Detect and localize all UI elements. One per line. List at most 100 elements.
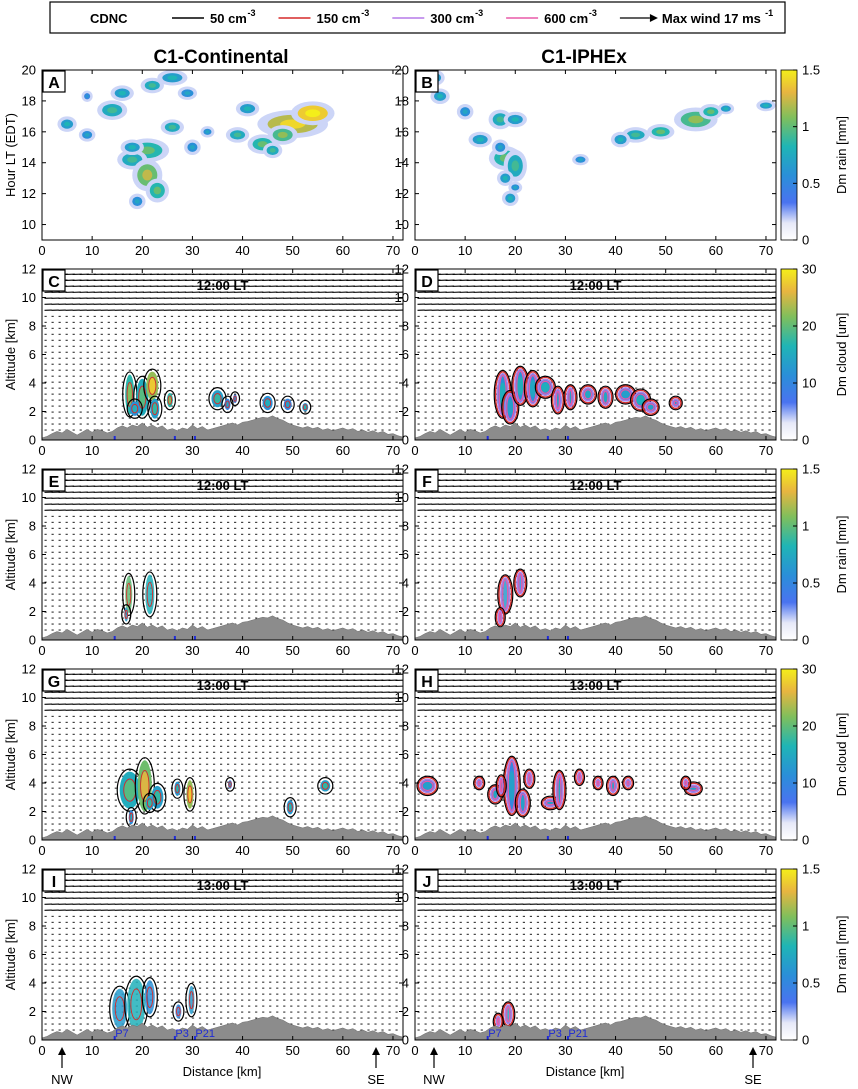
precip-cell-core [127, 156, 138, 163]
x-tick-label: 60 [336, 443, 350, 458]
contour-50 [121, 604, 132, 625]
contour-50 [578, 384, 598, 405]
contour-600 [583, 389, 593, 400]
precip-cell-core [437, 93, 444, 99]
wind-vectors [44, 273, 403, 431]
cloud-cell-core [584, 390, 592, 399]
precip-cell-core [496, 116, 504, 123]
cloud-cell-core [264, 399, 271, 407]
precip-cell-core [233, 132, 242, 138]
panel-letter: B [421, 75, 433, 92]
rain-cell [145, 574, 155, 615]
contour-150 [264, 398, 272, 408]
precip-cell-core [631, 132, 641, 138]
x-tick-label: 50 [285, 443, 299, 458]
cloud-features [121, 571, 158, 625]
contour-50 [126, 398, 143, 419]
x-tick-label: 30 [185, 443, 199, 458]
y-tick-label: 18 [395, 93, 409, 108]
legend-superscript: -1 [765, 8, 773, 18]
y-tick-label: 8 [29, 319, 36, 334]
legend-title: CDNC [90, 11, 128, 26]
contour-50 [563, 384, 578, 411]
contour-150 [284, 400, 291, 409]
cloud-cell-core [168, 396, 172, 405]
contour-600 [506, 394, 515, 420]
precip-cell-core [502, 175, 508, 181]
legend-entry-3: 300 cm -3 [392, 8, 483, 26]
contour-600 [673, 400, 678, 406]
legend-superscript: -3 [248, 8, 256, 18]
panel-background [415, 269, 776, 440]
y-tick-label: 6 [29, 547, 36, 562]
legend-label: Max wind 17 ms [662, 11, 761, 26]
legend-arrow-head [649, 14, 658, 22]
x-tick-label: 50 [285, 643, 299, 658]
contour-50 [501, 389, 520, 425]
terrain [42, 415, 403, 440]
panel-letter-box [42, 469, 66, 492]
cloud-features [493, 365, 683, 425]
legend-entry-4: 600 cm -3 [506, 8, 597, 26]
y-tick-label: 12 [22, 462, 36, 477]
y-tick-label: 20 [395, 63, 409, 78]
y-tick-label: 12 [22, 262, 36, 277]
x-tick-label: 0 [38, 443, 45, 458]
precip-cell-core [723, 107, 729, 111]
precip-cell-core [205, 130, 210, 134]
legend-label: 300 cm [430, 11, 474, 26]
y-axis-label: Hour LT (EDT) [3, 113, 18, 197]
cloud-cell-core [621, 390, 630, 399]
x-tick-label: 70 [386, 443, 400, 458]
precip-cell-core [762, 104, 769, 108]
precip-cell-core [148, 83, 157, 88]
panel-plot-area [42, 273, 403, 440]
x-tick-label: 50 [285, 243, 299, 258]
cloud-cell-core [152, 403, 158, 415]
x-tick-label: 20 [135, 243, 149, 258]
cloud-cell-core [303, 404, 307, 410]
contour-600 [539, 380, 551, 394]
precip-cell-core [85, 94, 89, 98]
y-tick-label: 4 [29, 576, 36, 591]
x-tick-label: 20 [508, 243, 522, 258]
panel-letter: C [48, 274, 60, 291]
legend-entries: 50 cm -3 150 cm -3 300 cm -3 600 cm -3 Max wind … [172, 8, 773, 26]
panel-letter-box [415, 70, 439, 93]
x-tick-label: 10 [85, 243, 99, 258]
legend-label: 600 cm [544, 11, 588, 26]
panel-letter: D [421, 274, 433, 291]
contour-50 [208, 387, 227, 411]
contour-150 [124, 609, 128, 620]
y-tick-label: 12 [395, 186, 409, 201]
contour-150 [151, 402, 158, 416]
precip-cell-core [243, 106, 252, 111]
x-tick-label: 60 [709, 243, 723, 258]
panel-letter-box [42, 269, 66, 292]
y-tick-label: 2 [402, 404, 409, 419]
precip-cell-core [107, 107, 118, 114]
contour-50 [668, 395, 683, 411]
contour-50 [229, 391, 241, 407]
x-tick-label: 50 [658, 443, 672, 458]
legend-label: 150 cm [317, 11, 361, 26]
y-tick-label: 14 [22, 155, 36, 170]
contour-150 [225, 400, 230, 409]
x-tick-label: 40 [608, 443, 622, 458]
x-tick-label: 0 [38, 243, 45, 258]
precip-cell-core [656, 129, 666, 135]
contour-150 [669, 396, 682, 410]
y-tick-label: 10 [395, 217, 409, 232]
y-tick-label: 12 [395, 262, 409, 277]
contour-150 [146, 581, 153, 607]
contour-150 [148, 376, 157, 395]
column-title-left: C1-Continental [153, 47, 288, 68]
y-tick-label: 12 [22, 186, 36, 201]
contour-150 [213, 393, 222, 405]
panel-frame [414, 69, 777, 241]
legend-superscript: -3 [361, 8, 369, 18]
contour-300 [504, 393, 517, 422]
panel-C: 12:00 LT 0 10 20 30 40 50 60 70 0 2 4 6 8 10 12 Altitude… [3, 262, 404, 458]
contour-150 [552, 386, 564, 414]
